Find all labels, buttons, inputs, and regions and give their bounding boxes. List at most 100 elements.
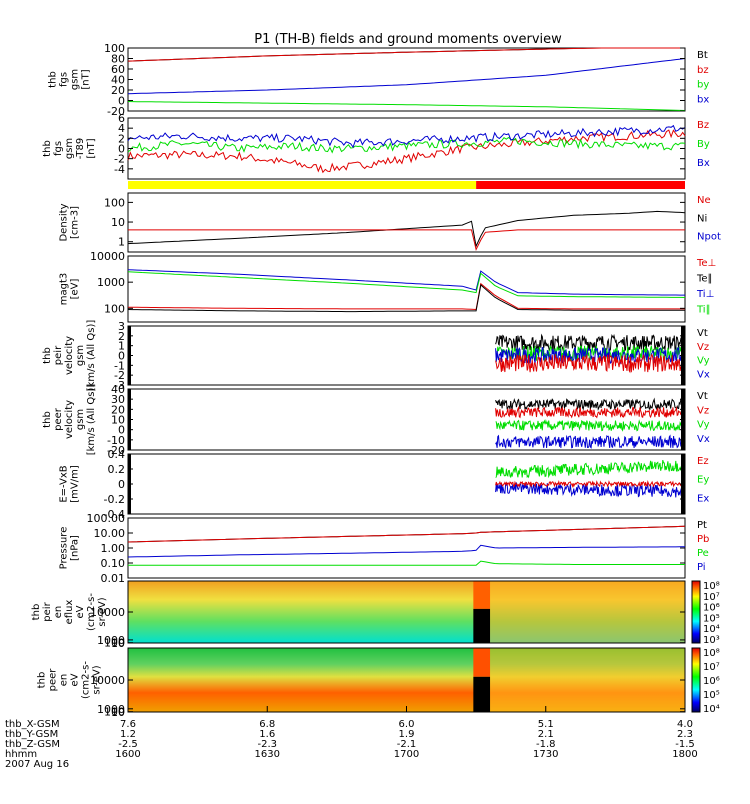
legend-entry: Ti∥: [696, 305, 711, 316]
y-axis-label: peir: [42, 601, 53, 621]
y-axis-label: Pressure: [59, 527, 70, 570]
colorbar-tick-label: 10⁷: [703, 662, 720, 673]
legend-entry: Vz: [697, 342, 709, 353]
series-line-Ey: [495, 459, 683, 479]
colorbar-tick-label: 10⁵: [703, 613, 720, 624]
heatmap-gap-top: [473, 648, 491, 677]
y-axis-label: en: [53, 606, 64, 619]
y-tick-label: 0: [118, 478, 125, 491]
x-axis-value: 4.0: [677, 719, 693, 730]
y-axis-label: (cm2-s-: [81, 661, 92, 699]
y-tick-label: 0.4: [108, 448, 126, 461]
y-axis-label: peer: [48, 668, 59, 692]
y-tick-label: 10.00: [94, 527, 126, 540]
legend-entry: Ni: [697, 213, 707, 224]
x-axis-value: 1730: [533, 749, 558, 760]
y-tick-label: 100: [104, 302, 125, 315]
x-axis-value: -1.5: [675, 739, 695, 750]
y-tick-label: 1000: [97, 276, 125, 289]
colorbar: [691, 647, 701, 713]
panel-frame: [127, 255, 686, 323]
series-line-Bx: [127, 124, 686, 149]
x-axis-value: -1.8: [536, 739, 556, 750]
x-axis-value: 1.9: [399, 729, 415, 740]
panel-5: 100 1000 10000 magt3 [eV] Te⊥ Te∥ Ti⊥ Ti∥: [59, 250, 716, 323]
series-line-by: [127, 101, 686, 111]
series-line-Ex: [495, 482, 683, 498]
x-axis-value: 6.0: [399, 719, 415, 730]
y-tick-label: 20: [111, 403, 125, 416]
y-axis-label: [nPa]: [70, 535, 81, 561]
y-tick-label: 0: [118, 424, 125, 437]
legend-entry: Ey: [697, 475, 709, 486]
y-tick-label: 0: [118, 143, 125, 156]
legend-entry: Bt: [697, 50, 708, 61]
y-tick-label: 1: [118, 340, 125, 353]
colorbar-tick-label: 10⁶: [703, 676, 720, 687]
series-line-Ti∥: [127, 271, 686, 298]
y-axis-label: [mV/m]: [70, 465, 81, 503]
series-line-Pb: [127, 525, 686, 543]
y-tick-label: -3: [114, 379, 125, 392]
x-axis-value: 1.2: [120, 729, 136, 740]
y-axis-label: gsm: [70, 69, 81, 90]
x-axis-date: 2007 Aug 16: [5, 759, 69, 770]
y-tick-label: 1.00: [101, 542, 126, 555]
series-line-Vt: [495, 397, 683, 412]
legend-entry: Pe: [697, 548, 709, 559]
y-tick-label: 100.00: [87, 512, 126, 525]
legend-entry: Vx: [697, 434, 710, 445]
x-axis-value: 1630: [255, 749, 280, 760]
y-axis-label: fgs: [59, 72, 70, 87]
y-tick-label: 40: [111, 383, 125, 396]
legend-entry: Ex: [697, 493, 709, 504]
y-tick-label: 0: [118, 95, 125, 108]
series-line-Ti⊥: [127, 269, 685, 296]
series-line-Bz: [127, 129, 686, 174]
mode-bar-segment: [128, 181, 477, 189]
legend-entry: Vy: [697, 356, 710, 367]
series-line-Pe: [128, 560, 685, 566]
y-tick-label: 100: [104, 196, 125, 209]
y-axis-label: [eV]: [70, 279, 81, 300]
x-axis-value: 1.6: [259, 729, 275, 740]
y-axis-label: [km/s (All Qs)]: [86, 320, 97, 392]
y-tick-label: 1000: [97, 634, 125, 647]
y-axis-label: thb: [42, 347, 53, 364]
legend-entry: Bz: [697, 120, 709, 131]
y-tick-label: 100: [104, 42, 125, 55]
colorbar-tick-label: 10⁵: [703, 690, 720, 701]
y-axis-label: peir: [53, 345, 64, 365]
colorbar-tick-label: 10⁸: [703, 648, 720, 659]
y-tick-label: 10: [111, 706, 125, 719]
y-tick-label: 4: [118, 122, 125, 135]
legend-entry: Ne: [697, 195, 711, 206]
y-tick-label: 0: [118, 350, 125, 363]
y-axis-label: -T89: [75, 138, 86, 160]
y-tick-label: -1: [114, 359, 125, 372]
series-line-Vx: [495, 434, 683, 450]
y-tick-label: 2: [118, 330, 125, 343]
y-tick-label: -2: [114, 153, 125, 166]
legend-entry: Bx: [697, 158, 710, 169]
y-tick-label: 100: [104, 706, 125, 719]
y-axis-label: peer: [53, 407, 64, 431]
legend-entry: Ez: [697, 456, 709, 467]
series-line-Bt: [127, 47, 685, 62]
y-tick-label: 10: [111, 216, 125, 229]
series-line-Ez: [495, 479, 683, 488]
heatmap-field-right: [484, 581, 685, 643]
y-tick-label: 3: [118, 320, 125, 333]
legend-entry: Pi: [697, 562, 706, 573]
colorbar-tick-label: 10⁸: [703, 581, 720, 592]
panel-frame: [127, 192, 686, 253]
y-axis-label: eflux: [64, 600, 75, 625]
series-line-Ni: [127, 210, 686, 248]
y-axis-label: gsm: [75, 409, 86, 430]
y-axis-label: thb: [31, 604, 42, 621]
series-line-Vt: [495, 333, 683, 352]
